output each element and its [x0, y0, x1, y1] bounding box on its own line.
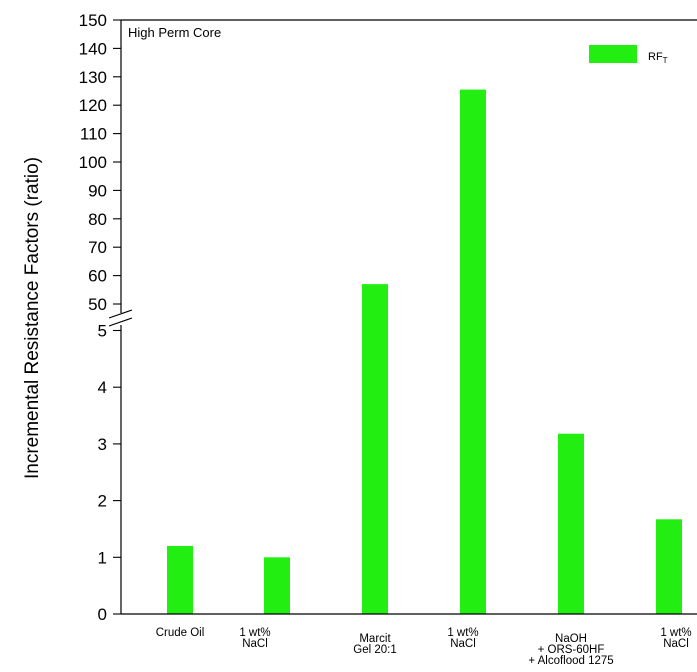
y-tick-label: 1 [98, 548, 107, 567]
x-tick-label: NaCl [242, 638, 268, 650]
x-tick-label: Marcit [359, 633, 391, 645]
y-tick-label: 80 [88, 210, 107, 229]
bars [167, 89, 682, 614]
panel-label: High Perm Core [128, 25, 221, 40]
bar [558, 433, 584, 614]
bar [264, 557, 290, 614]
y-tick-label: 2 [98, 492, 107, 511]
x-tick-label: 1 wt% [447, 627, 478, 639]
x-tick-label: 1 wt% [660, 627, 691, 639]
y-tick-label: 130 [79, 68, 107, 87]
y-tick-label: 140 [79, 39, 107, 58]
x-tick-label: Gel 20:1 [353, 644, 396, 656]
y-tick-label: 5 [98, 322, 107, 341]
x-tick-label: NaOH [555, 633, 587, 645]
y-tick-label: 120 [79, 96, 107, 115]
x-tick-label: NaCl [663, 638, 689, 650]
y-axis-label: Incremental Resistance Factors (ratio) [22, 157, 43, 479]
bar [167, 545, 193, 614]
legend-series-name: RF [648, 51, 663, 63]
x-tick-label: + Alcoflood 1275 [528, 655, 613, 667]
y-tick-label: 3 [98, 435, 107, 454]
legend: RFT [589, 45, 668, 65]
bar [656, 519, 682, 614]
y-tick-label: 0 [98, 605, 107, 624]
legend-swatch [589, 45, 637, 63]
y-tick-label: 150 [79, 11, 107, 30]
y-axis-ticks: 0 1 2 3 4 5 50 60 70 80 90 100 110 120 130 140 150 [79, 11, 121, 624]
y-tick-label: 90 [88, 181, 107, 200]
x-tick-label: + ORS-60HF [538, 644, 605, 656]
y-tick-label: 50 [88, 295, 107, 314]
axis-break-mark [108, 309, 133, 327]
bar [362, 284, 388, 614]
plot-area [121, 20, 697, 614]
x-tick-label: 1 wt% [239, 627, 270, 639]
bar [460, 89, 486, 614]
y-tick-label: 70 [88, 238, 107, 257]
y-tick-label: 4 [98, 378, 107, 397]
legend-label: RFT [648, 51, 668, 65]
y-tick-label: 110 [80, 125, 107, 144]
y-tick-label: 100 [79, 153, 107, 172]
x-tick-label: Crude Oil [156, 627, 205, 639]
legend-series-subscript: T [663, 56, 668, 65]
x-tick-label: NaCl [450, 638, 476, 650]
y-tick-label: 60 [88, 267, 107, 286]
